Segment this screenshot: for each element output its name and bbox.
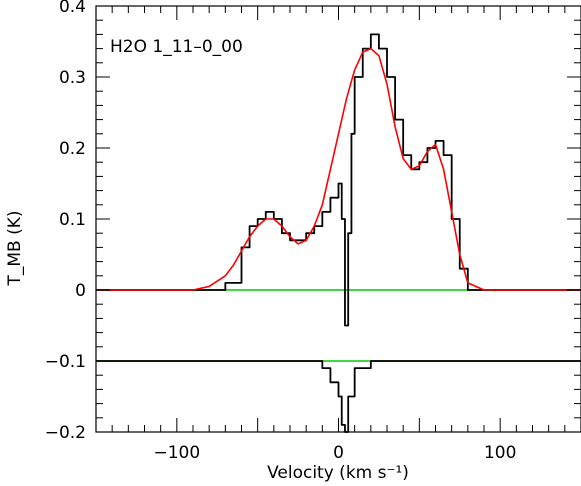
y-tick-label: −0.2 xyxy=(45,423,86,443)
plot-frame xyxy=(95,5,581,433)
y-axis-label: T_MB (K) xyxy=(5,210,25,286)
annotation-text: H2O 1_11–0_00 xyxy=(110,37,243,57)
series-0-line xyxy=(96,33,581,327)
series-2-line xyxy=(96,360,581,433)
y-tick-label: 0.4 xyxy=(59,0,86,17)
axis-ticks xyxy=(95,5,581,433)
series-1-line xyxy=(96,47,581,291)
baseline-lines xyxy=(96,289,581,362)
y-tick-label: 0.3 xyxy=(59,68,86,88)
x-tick-label: −100 xyxy=(153,443,200,463)
x-axis-label: Velocity (km s⁻¹) xyxy=(267,463,409,483)
y-tick-label: 0 xyxy=(75,281,86,301)
x-tick-label: 100 xyxy=(484,443,516,463)
series-layer xyxy=(96,33,581,433)
x-tick-label: 0 xyxy=(333,443,344,463)
line-annotation: H2O 1_11–0_00 xyxy=(110,37,243,57)
y-tick-label: 0.2 xyxy=(59,139,86,159)
y-tick-label: 0.1 xyxy=(59,210,86,230)
y-tick-label: −0.1 xyxy=(45,352,86,372)
tick-labels: −100 0 100 −0.2 −0.1 0 0.1 0.2 0.3 0.4 xyxy=(45,0,517,463)
